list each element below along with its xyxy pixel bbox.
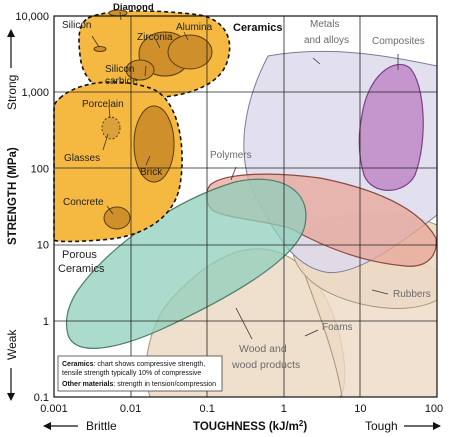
label-brick: Brick bbox=[140, 167, 163, 178]
label-porcelain: Porcelain bbox=[82, 99, 124, 110]
note-line-3: Other materials: strength in tension/com… bbox=[62, 381, 216, 388]
label-wood-2: wood products bbox=[231, 359, 300, 371]
x-tick-labels: 0.001 0.01 0.1 1 10 100 bbox=[40, 403, 443, 415]
label-metals-2: and alloys bbox=[304, 35, 349, 46]
y-tick-label: 10,000 bbox=[15, 11, 49, 23]
y-tick-labels: 0.1 1 10 100 1,000 10,000 bbox=[15, 11, 49, 404]
ellipse-silicon-carbide bbox=[125, 59, 155, 81]
label-ceramics: Ceramics bbox=[233, 22, 283, 34]
x-tick-label: 10 bbox=[354, 403, 366, 415]
region-polymer-band bbox=[65, 178, 307, 349]
regions bbox=[53, 10, 438, 398]
label-strong: Strong bbox=[5, 75, 19, 110]
ellipse-silicon bbox=[93, 46, 107, 52]
label-zirconia: Zirconia bbox=[137, 32, 173, 43]
ellipse-porcelain bbox=[101, 116, 121, 140]
chart-labels: Diamond Silicon Zirconia Alumina Ceramic… bbox=[58, 2, 431, 371]
region-composites bbox=[358, 63, 424, 191]
y-axis-title: STRENGTH (MPa) bbox=[7, 147, 19, 245]
note-line-2: tensile strength typically 10% of compre… bbox=[62, 370, 201, 377]
x-tick-label: 0.001 bbox=[40, 403, 68, 415]
label-porous-1: Porous bbox=[62, 249, 97, 261]
x-tick-label: 100 bbox=[425, 403, 443, 415]
label-alumina: Alumina bbox=[176, 22, 213, 33]
grid bbox=[54, 16, 437, 397]
note-line-1: Ceramics: chart shows compressive streng… bbox=[62, 361, 205, 368]
x-axis-title: TOUGHNESS (kJ/m2) bbox=[193, 419, 307, 433]
label-composites: Composites bbox=[372, 36, 425, 47]
label-concrete: Concrete bbox=[63, 197, 104, 208]
x-tick-label: 1 bbox=[281, 403, 287, 415]
y-tick-label: 1,000 bbox=[21, 87, 49, 99]
label-wood-1: Wood and bbox=[239, 343, 287, 355]
x-tick-label: 0.01 bbox=[120, 403, 141, 415]
y-tick-label: 0.1 bbox=[34, 392, 49, 404]
label-silicon-carbide-1: Silicon bbox=[105, 64, 134, 75]
material-ellipses bbox=[93, 9, 213, 230]
label-rubbers: Rubbers bbox=[393, 289, 431, 300]
y-tick-label: 100 bbox=[31, 163, 49, 175]
label-glasses: Glasses bbox=[64, 153, 100, 164]
label-brittle: Brittle bbox=[86, 419, 117, 433]
label-diamond: Diamond bbox=[113, 2, 154, 13]
ellipse-concrete bbox=[103, 206, 131, 230]
x-tick-label: 0.1 bbox=[200, 403, 215, 415]
ellipse-alumina bbox=[167, 34, 213, 70]
label-metals-1: Metals bbox=[310, 19, 339, 30]
ellipse-brick bbox=[133, 105, 175, 183]
leader-lines bbox=[91, 11, 399, 340]
label-foams: Foams bbox=[322, 322, 353, 333]
label-polymers: Polymers bbox=[210, 150, 252, 161]
label-silicon-carbide-2: carbide bbox=[105, 76, 138, 87]
axis-annotations: Brittle Tough Strong Weak bbox=[5, 29, 441, 433]
label-weak: Weak bbox=[5, 329, 19, 360]
label-tough: Tough bbox=[365, 419, 398, 433]
y-tick-label: 10 bbox=[37, 240, 49, 252]
label-silicon: Silicon bbox=[62, 20, 91, 31]
y-tick-label: 1 bbox=[43, 316, 49, 328]
note-box: Ceramics: chart shows compressive streng… bbox=[57, 355, 223, 392]
plot-frame bbox=[53, 15, 438, 398]
label-porous-2: Ceramics bbox=[58, 263, 105, 275]
